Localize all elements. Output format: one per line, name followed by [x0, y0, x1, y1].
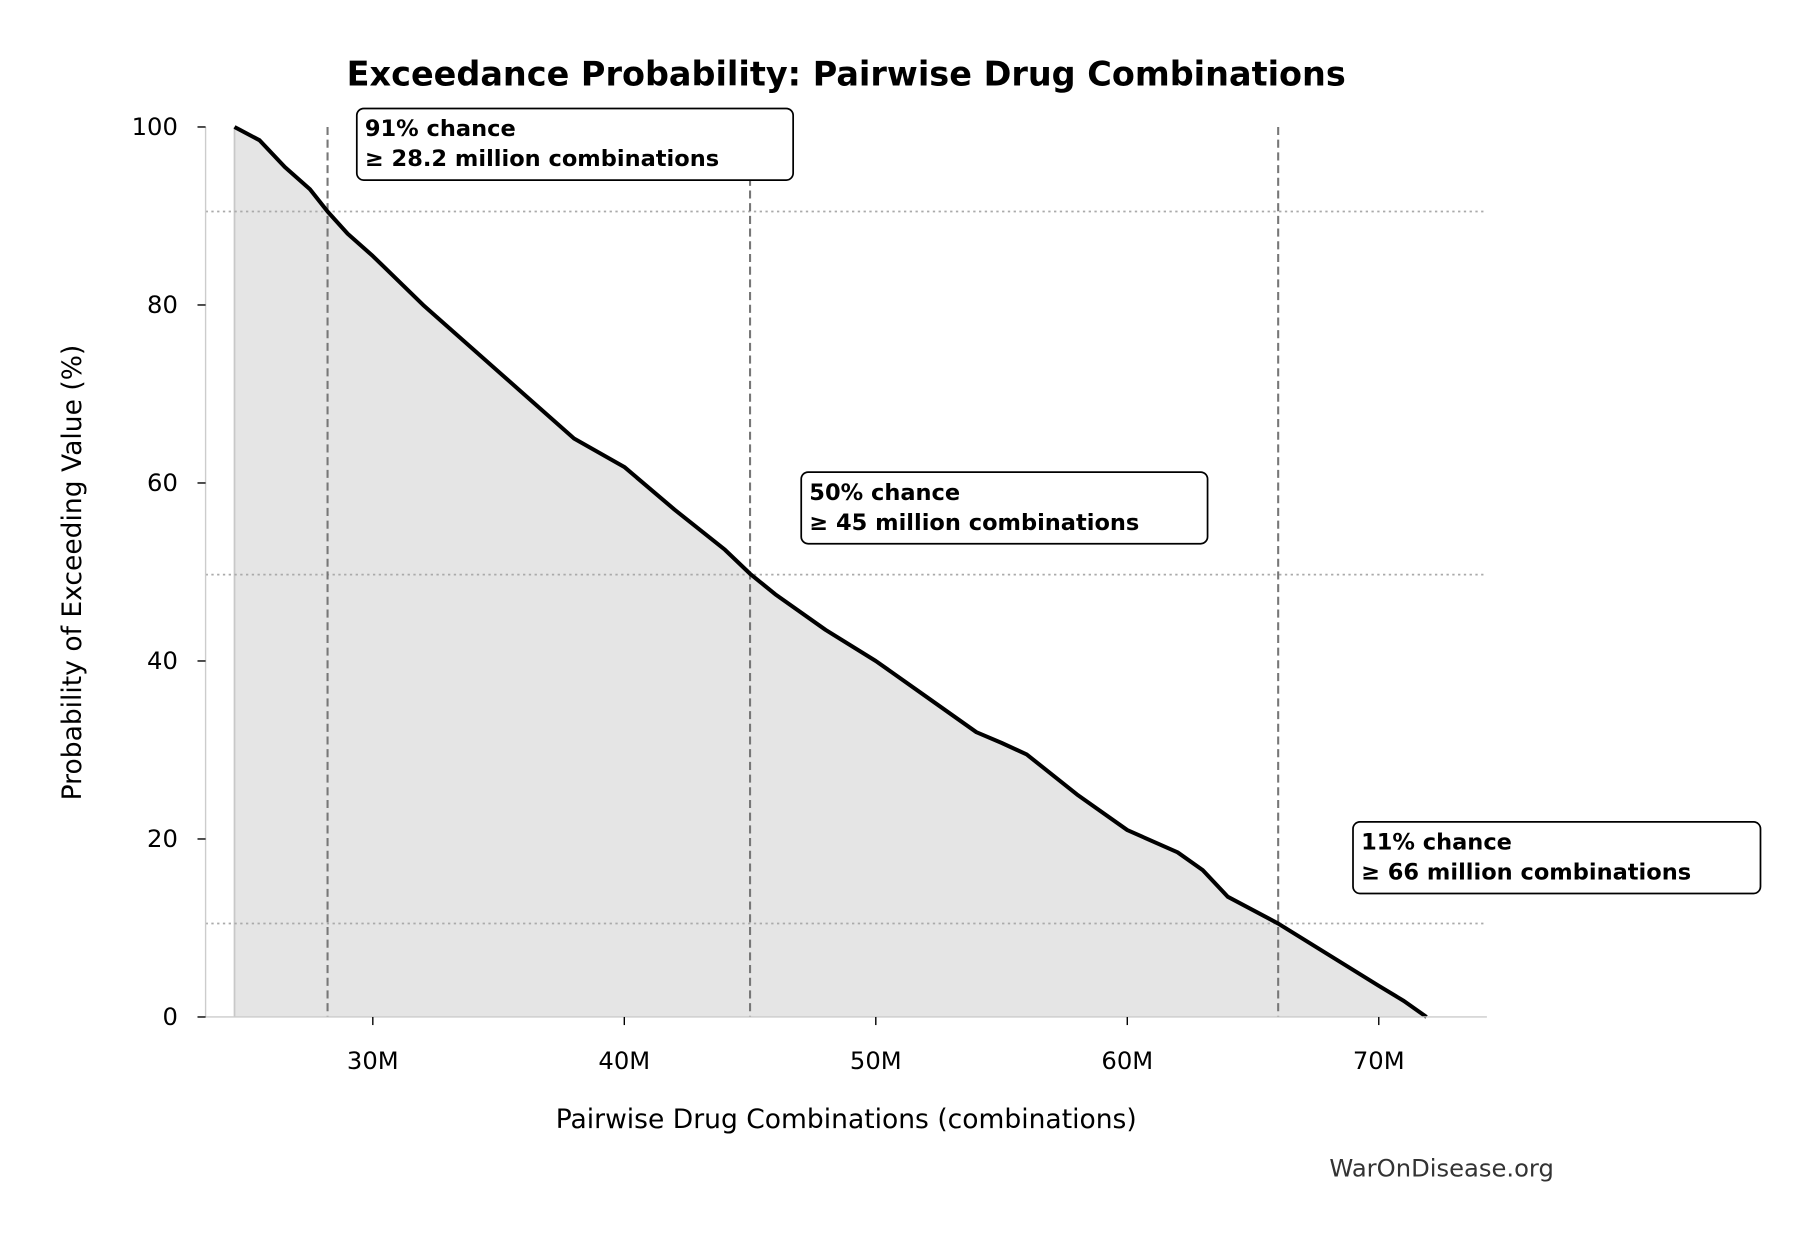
x-axis-label: Pairwise Drug Combinations (combinations… [556, 1104, 1137, 1135]
watermark: WarOnDisease.org [1329, 1153, 1553, 1182]
annotation-box: 91% chance ≥ 28.2 million combinations [355, 107, 795, 181]
annotation-line1: 11% chance [1361, 830, 1512, 856]
y-tick-label: 40 [147, 646, 178, 675]
plot-area: 0 20 40 60 80 100 30M 40M 50M 60M 70M 91% chance ≥ 2… [132, 107, 1762, 1075]
annotation-box: 50% chance ≥ 45 million combinations [800, 471, 1209, 545]
annotation-frame [800, 471, 1209, 545]
annotation-line2: ≥ 66 million combinations [1361, 860, 1691, 886]
y-tick-label: 20 [147, 824, 178, 853]
annotation-frame [355, 107, 795, 181]
area-fill [234, 126, 1427, 1017]
annotation-line2: ≥ 45 million combinations [809, 510, 1139, 536]
x-tick-label: 70M [1353, 1046, 1405, 1075]
x-tick-label: 50M [850, 1046, 902, 1075]
chart-title: Exceedance Probability: Pairwise Drug Co… [347, 54, 1346, 93]
exceedance-curve [233, 125, 1428, 1019]
y-axis-label: Probability of Exceeding Value (%) [57, 345, 88, 801]
x-tick-label: 60M [1101, 1046, 1153, 1075]
annotation-line1: 50% chance [809, 480, 960, 506]
y-tick-label: 60 [147, 468, 178, 497]
annotation-line1: 91% chance [365, 116, 516, 142]
x-tick-label: 30M [347, 1046, 399, 1075]
y-tick-label: 0 [162, 1002, 177, 1031]
annotation-frame [1352, 821, 1762, 895]
y-tick-label: 100 [132, 112, 178, 141]
x-tick-label: 40M [598, 1046, 650, 1075]
annotation-line2: ≥ 28.2 million combinations [365, 146, 719, 172]
y-tick-label: 80 [147, 290, 178, 319]
annotation-box: 11% chance ≥ 66 million combinations [1352, 821, 1762, 895]
